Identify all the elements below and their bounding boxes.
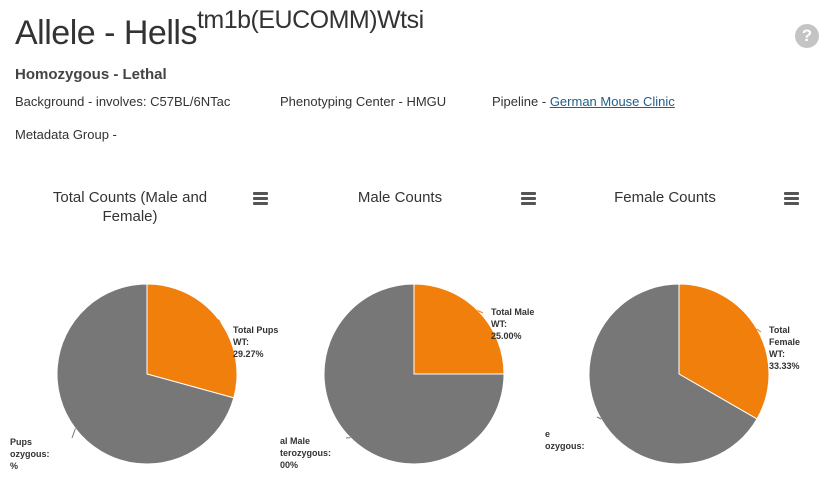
chart-title-female: Female Counts bbox=[614, 189, 716, 206]
label-connector bbox=[756, 328, 762, 333]
pipeline-link[interactable]: German Mouse Clinic bbox=[549, 94, 675, 109]
data-label: al Male terozygous: 00% bbox=[280, 436, 331, 470]
background-info: Background - involves: C57BL/6NTac bbox=[15, 94, 231, 109]
chart-title-total: Total Counts (Male and Female) bbox=[52, 189, 208, 225]
data-label: Total Pups WT: 29.27% bbox=[233, 325, 278, 359]
data-label: e ozygous: bbox=[545, 429, 585, 451]
pie-slice-1[interactable] bbox=[56, 283, 235, 465]
help-icon[interactable]: ? bbox=[795, 24, 819, 48]
label-connector bbox=[71, 428, 76, 439]
pipeline-label: Pipeline - bbox=[492, 94, 550, 109]
data-label: Total Female WT: 33.33% bbox=[769, 325, 800, 371]
allele-superscript: tm1b(EUCOMM)Wtsi bbox=[196, 5, 424, 34]
phenotyping-center: Phenotyping Center - HMGU bbox=[280, 94, 447, 109]
zygosity-viability: Homozygous - Lethal bbox=[15, 66, 167, 83]
label-connector bbox=[596, 416, 602, 420]
pie-slice-0[interactable] bbox=[413, 283, 505, 375]
chart-menu-icon[interactable] bbox=[521, 192, 536, 205]
data-label: Total Male WT: 25.00% bbox=[491, 307, 534, 341]
metadata-group: Metadata Group - bbox=[15, 127, 117, 142]
chart-menu-icon[interactable] bbox=[784, 192, 799, 205]
chart-title-male: Male Counts bbox=[357, 189, 443, 206]
pipeline-info: Pipeline - German Mouse Clinic bbox=[492, 94, 675, 109]
chart-female-counts: Total Female WT: 33.33% e ozygous: Female Cou… bbox=[545, 170, 815, 487]
pie-svg-2: Total Female WT: 33.33% e ozygous: bbox=[545, 283, 800, 465]
chart-total-counts: Total Pups WT: 29.27% Pups ozygous:% Total C… bbox=[10, 170, 280, 487]
pie-svg-0: Total Pups WT: 29.27% Pups ozygous:% bbox=[10, 283, 278, 471]
chart-menu-icon[interactable] bbox=[253, 192, 268, 205]
pie-svg-1: Total Male WT: 25.00% al Male terozygous: 00% bbox=[280, 283, 534, 470]
data-label: Pups ozygous:% bbox=[10, 437, 50, 471]
page-title: Allele - Hellstm1b(EUCOMM)Wtsi bbox=[15, 7, 424, 53]
label-connector bbox=[477, 309, 484, 314]
chart-male-counts: Total Male WT: 25.00% al Male terozygous: 00%… bbox=[280, 170, 550, 487]
label-connector bbox=[218, 319, 225, 332]
allele-name: Allele - Hells bbox=[15, 14, 197, 52]
